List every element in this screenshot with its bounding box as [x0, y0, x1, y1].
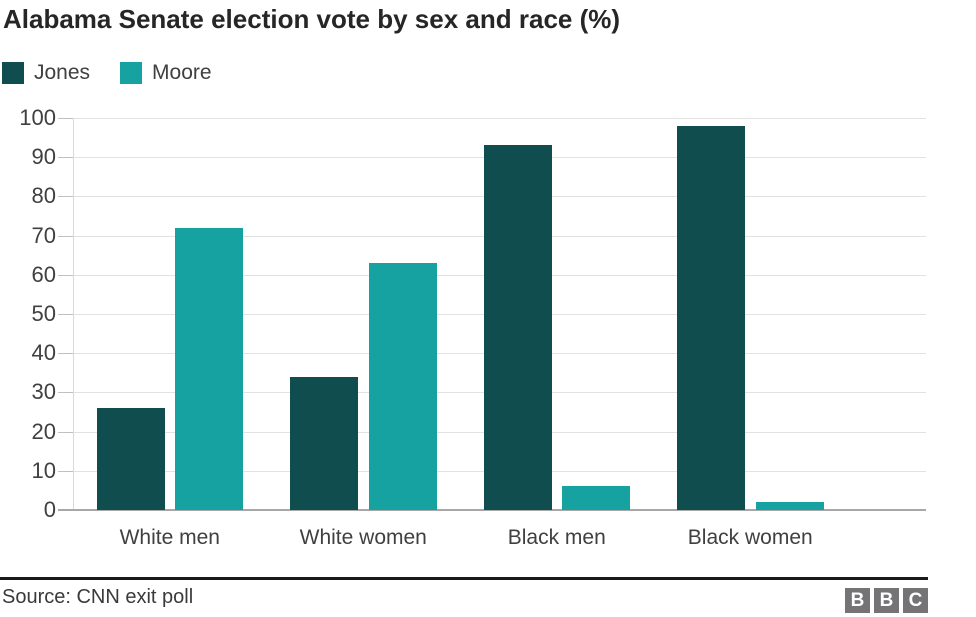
bar-moore-white-women [368, 263, 437, 510]
bbc-logo-block: C [903, 588, 928, 613]
y-axis-tick [58, 274, 74, 276]
y-axis-label: 90 [31, 144, 56, 170]
bar-moore-black-men [562, 486, 630, 510]
bbc-logo-block: B [845, 588, 870, 613]
y-axis-tick [58, 470, 74, 472]
bar-moore-white-men [175, 227, 243, 510]
y-axis-label: 40 [31, 340, 56, 366]
y-axis-label: 50 [31, 301, 56, 326]
y-axis-tick [58, 353, 74, 355]
bar-moore-black-women [755, 502, 824, 510]
x-axis-line [58, 509, 926, 511]
y-axis-label: 60 [31, 261, 56, 287]
y-axis-label: 100 [19, 105, 56, 130]
y-axis-label: 10 [31, 457, 56, 483]
y-axis-line [73, 118, 74, 510]
y-axis-tick [58, 157, 74, 159]
y-axis-label: 80 [31, 183, 56, 209]
y-axis-tick [58, 314, 74, 315]
bar-jones-white-men [96, 408, 165, 510]
bar-jones-black-women [677, 125, 745, 510]
y-axis-tick [58, 431, 74, 433]
footer-divider [0, 577, 928, 580]
legend-swatch-moore [120, 62, 143, 84]
legend: Jones Moore [2, 61, 212, 85]
y-axis-label: 0 [43, 497, 56, 522]
gridline [73, 118, 926, 119]
x-axis-label: White men [119, 526, 220, 549]
y-axis-tick [58, 196, 74, 198]
x-axis-label: Black men [507, 526, 606, 549]
y-axis-tick [58, 118, 74, 119]
legend-label-moore: Moore [152, 61, 212, 84]
x-axis-label: Black women [687, 526, 813, 549]
y-axis-label: 70 [31, 222, 56, 248]
x-axis-label: White women [299, 526, 427, 549]
source-text: Source: CNN exit poll [2, 586, 194, 608]
bbc-logo-block: B [874, 588, 899, 613]
y-axis-label: 30 [31, 379, 56, 405]
chart-title: Alabama Senate election vote by sex and … [3, 4, 621, 34]
legend-item-moore: Moore [120, 61, 212, 85]
bar-jones-white-women [290, 376, 358, 510]
legend-label-jones: Jones [34, 61, 91, 84]
bar-jones-black-men [483, 145, 552, 510]
legend-swatch-jones [2, 62, 24, 84]
y-axis-label: 20 [31, 418, 56, 444]
y-axis-tick [58, 392, 74, 394]
legend-item-jones: Jones [2, 61, 90, 85]
y-axis-tick [58, 235, 74, 237]
